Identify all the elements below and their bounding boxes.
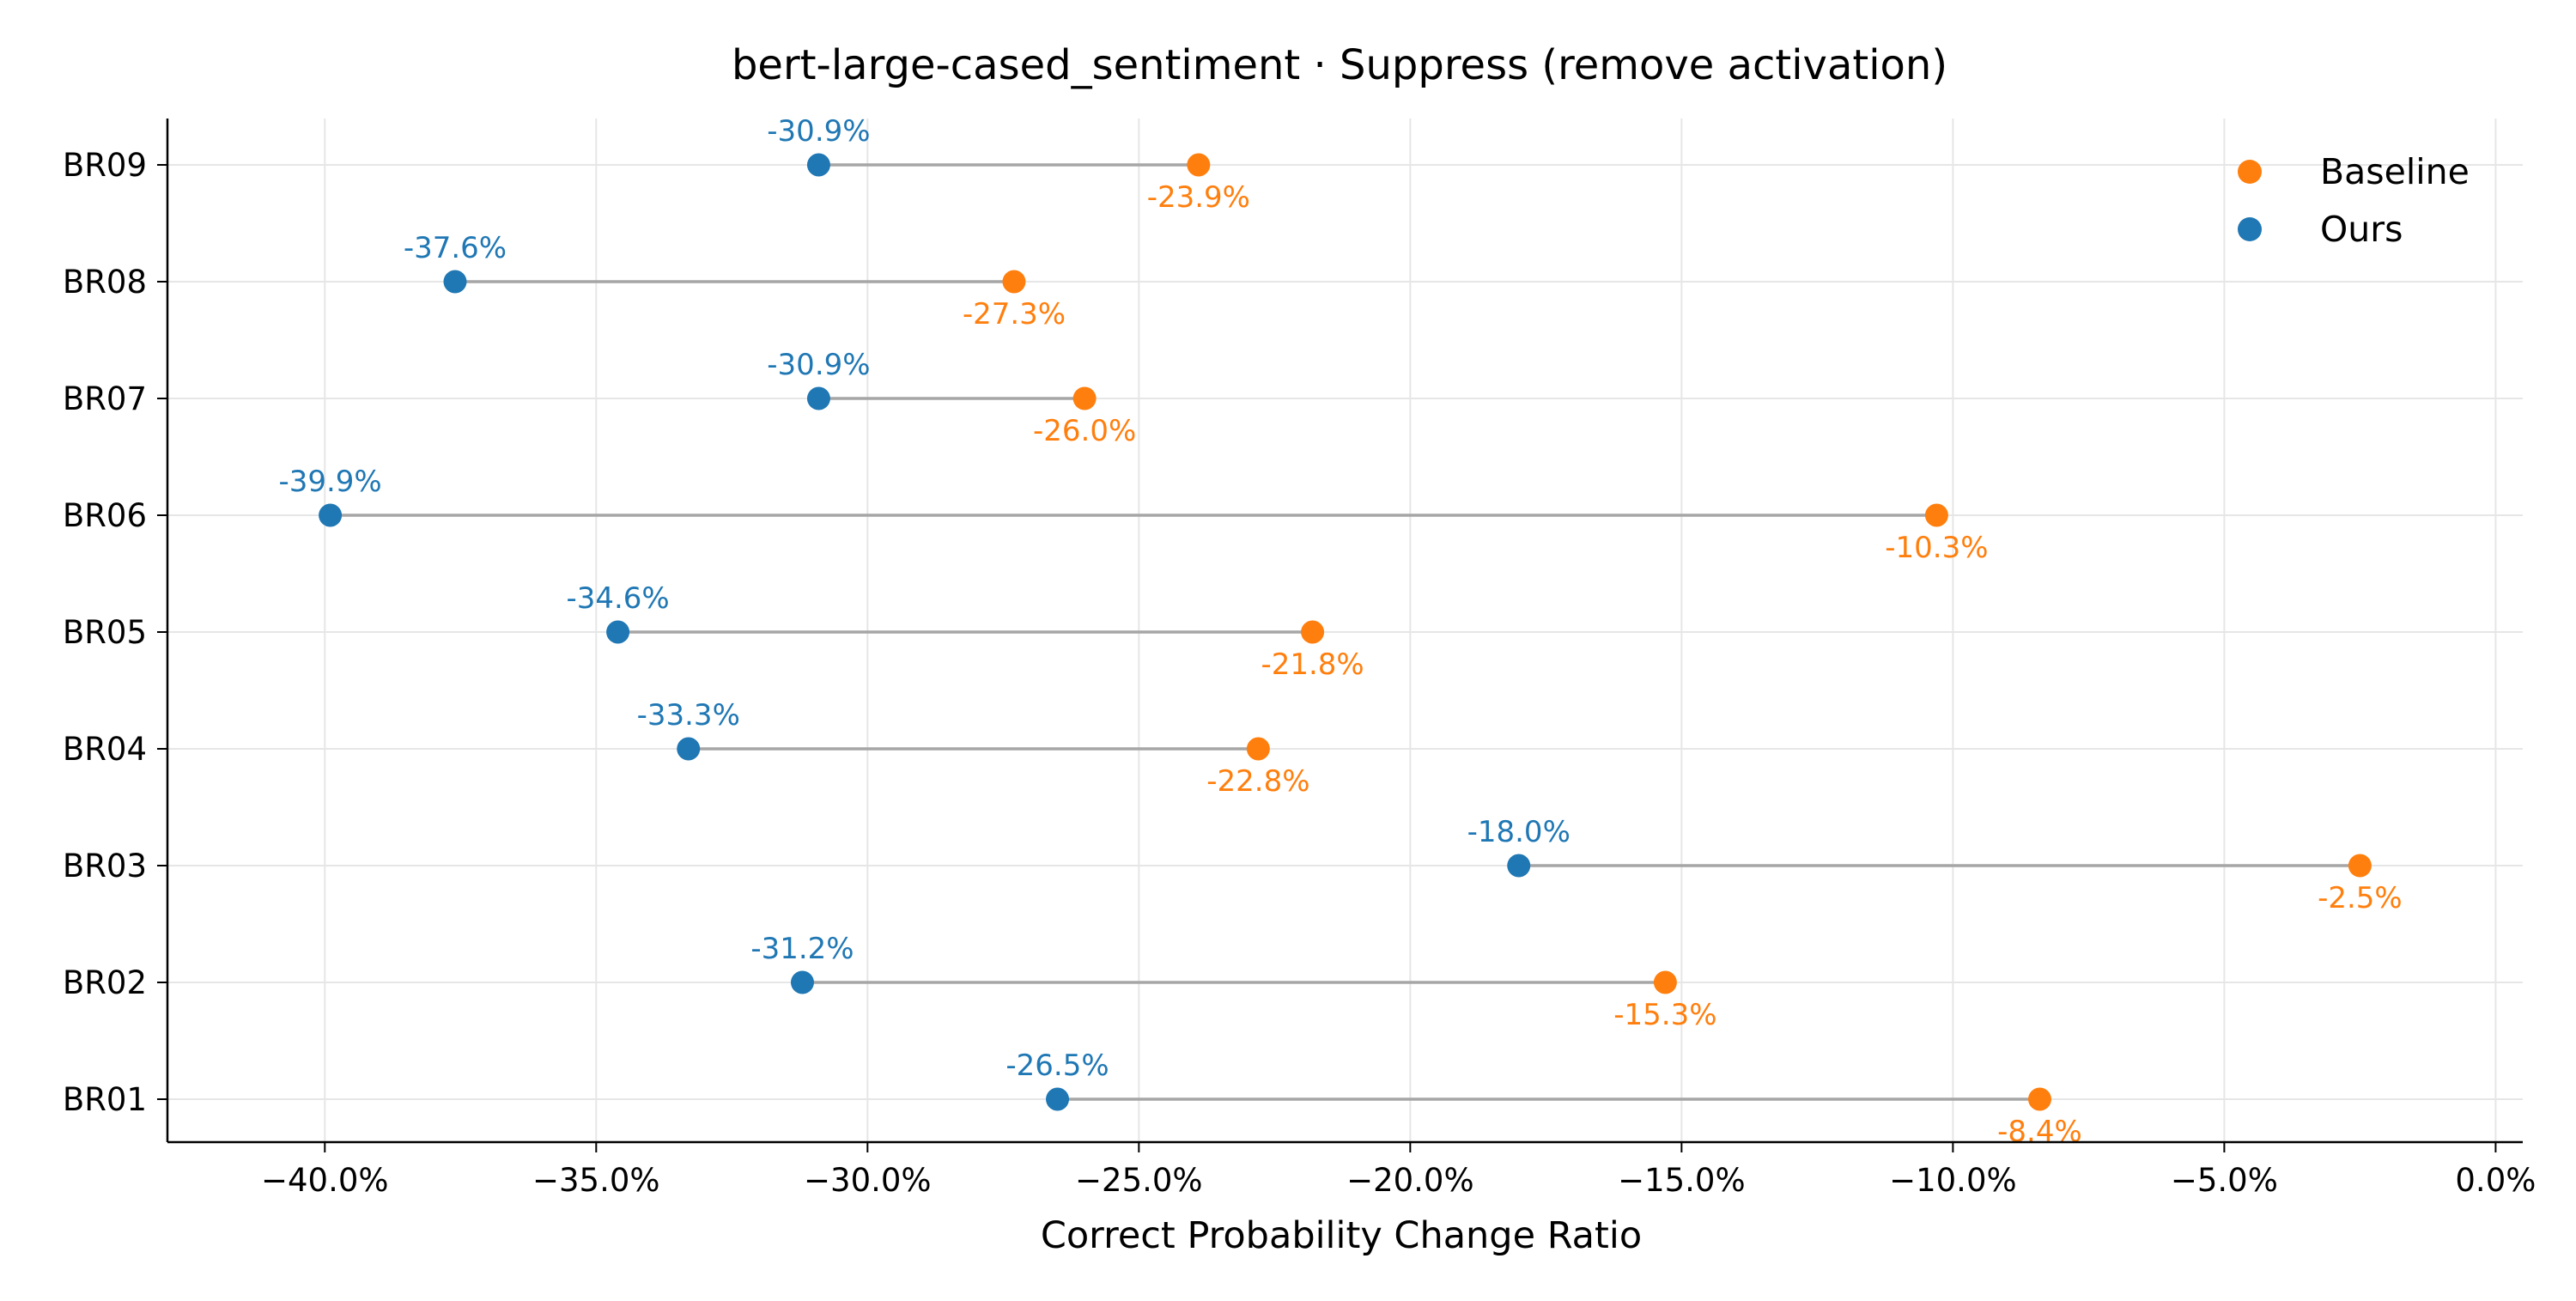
ours-data-label: -33.3% (637, 698, 740, 733)
ours-data-label: -34.6% (566, 581, 669, 616)
x-tick-label: −40.0% (261, 1162, 389, 1199)
ours-data-label: -26.5% (1005, 1049, 1109, 1083)
legend: Baseline Ours (2238, 151, 2470, 250)
x-tick-label: −20.0% (1346, 1162, 1474, 1199)
ours-data-label: -18.0% (1467, 815, 1571, 849)
ours-point (443, 270, 467, 294)
baseline-data-label: -8.4% (1997, 1115, 2082, 1149)
baseline-point (1002, 270, 1026, 294)
x-tick-label: −15.0% (1618, 1162, 1746, 1199)
baseline-data-label: -26.0% (1033, 414, 1136, 448)
legend-label: Baseline (2320, 151, 2470, 192)
ours-data-label: -31.2% (750, 932, 854, 966)
y-tick-label: BR05 (63, 614, 147, 651)
ours-point (677, 737, 701, 761)
x-axis-ticks: −40.0% −35.0% −30.0% −25.0% −20.0% −15.0% −10.… (261, 1142, 2536, 1199)
ours-point (606, 620, 630, 644)
ours-point (806, 386, 830, 410)
x-axis-label: Correct Probability Change Ratio (1041, 1214, 1642, 1257)
baseline-data-label: -21.8% (1261, 647, 1364, 682)
ours-data-label: -30.9% (767, 114, 870, 149)
baseline-point (2027, 1087, 2051, 1111)
legend-marker (2238, 217, 2262, 241)
ours-point (806, 153, 830, 177)
y-tick-label: BR06 (63, 497, 147, 534)
x-tick-label: −5.0% (2171, 1162, 2278, 1199)
grid (167, 119, 2523, 1142)
y-tick-label: BR09 (63, 147, 147, 184)
baseline-point (1301, 620, 1325, 644)
baseline-data-label: -27.3% (963, 297, 1066, 331)
baseline-point (1187, 153, 1211, 177)
x-tick-label: −30.0% (804, 1162, 932, 1199)
connector-lines (330, 163, 2360, 1101)
ours-point (1507, 854, 1531, 878)
ours-point (1046, 1087, 1070, 1111)
x-tick-label: −10.0% (1889, 1162, 2017, 1199)
y-tick-label: BR08 (63, 264, 147, 301)
baseline-point (1924, 503, 1948, 527)
y-tick-label: BR02 (63, 964, 147, 1001)
x-tick-label: −35.0% (532, 1162, 660, 1199)
baseline-data-label: -10.3% (1885, 531, 1988, 565)
baseline-data-label: -2.5% (2318, 881, 2403, 915)
legend-label: Ours (2320, 209, 2403, 250)
ours-data-label: -39.9% (278, 465, 381, 499)
y-tick-label: BR03 (63, 848, 147, 885)
legend-marker (2238, 160, 2262, 184)
baseline-point (2348, 854, 2372, 878)
x-tick-label: −25.0% (1075, 1162, 1203, 1199)
ours-point (790, 970, 814, 994)
baseline-point (1653, 970, 1677, 994)
baseline-data-label: -22.8% (1206, 764, 1309, 799)
ours-data-label: -37.6% (404, 231, 507, 265)
y-tick-label: BR04 (63, 731, 147, 768)
baseline-data-label: -23.9% (1147, 180, 1250, 215)
data-points: -23.9% -30.9% -27.3% -37.6% -26.0% -30.9% -10.… (278, 114, 2402, 1149)
y-axis-ticks: BR09 BR08 BR07 BR06 BR05 BR04 BR03 BR02 BR01 (63, 147, 167, 1118)
ours-data-label: -30.9% (767, 348, 870, 382)
chart-title: bert-large-cased_sentiment · Suppress (r… (732, 41, 1947, 89)
y-tick-label: BR07 (63, 380, 147, 417)
baseline-data-label: -15.3% (1613, 998, 1716, 1032)
baseline-point (1072, 386, 1097, 410)
x-tick-label: 0.0% (2455, 1162, 2536, 1199)
y-tick-label: BR01 (63, 1081, 147, 1118)
axes (166, 119, 2523, 1144)
baseline-point (1246, 737, 1270, 761)
ours-point (319, 503, 343, 527)
